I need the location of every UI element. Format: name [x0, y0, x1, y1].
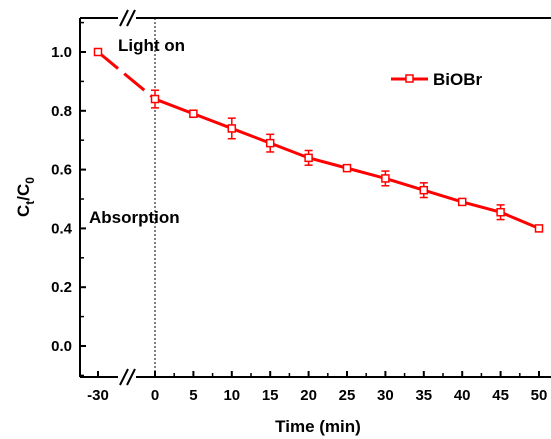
y-tick-label: 0.2 — [51, 279, 72, 296]
data-point — [189, 109, 198, 118]
x-tick-label: 25 — [339, 387, 356, 404]
axis-break-top — [118, 8, 136, 28]
x-tick-label: 15 — [262, 387, 279, 404]
x-tick-label: 5 — [189, 387, 197, 404]
legend-marker — [405, 74, 414, 83]
absorption-label: Absorption — [89, 208, 180, 227]
y-tick-label: 0.6 — [51, 162, 72, 179]
x-tick-label: 30 — [377, 387, 394, 404]
series-biobr — [93, 47, 544, 233]
data-point — [342, 163, 352, 173]
data-point — [534, 224, 544, 233]
x-axis-ticks: -30 0 5 10 15 20 25 30 35 40 45 50 — [87, 371, 547, 404]
data-point — [93, 47, 103, 57]
legend: BiOBr — [391, 70, 483, 89]
y-title-sub2: 0 — [23, 177, 37, 184]
data-point — [265, 138, 275, 148]
data-point — [227, 124, 237, 133]
data-point — [381, 174, 390, 183]
data-point — [496, 207, 505, 217]
light-on-label: Light on — [118, 36, 185, 55]
x-tick-label: 20 — [300, 387, 317, 404]
y-tick-label: 0.8 — [51, 103, 72, 120]
y-title-main: C — [14, 205, 33, 217]
y-axis-ticks: 0.0 0.2 0.4 0.6 0.8 1.0 — [51, 21, 86, 377]
plot-frame — [79, 8, 551, 387]
x-tick-label: 40 — [454, 387, 471, 404]
x-tick-label: 45 — [492, 387, 509, 404]
x-tick-label: 0 — [151, 387, 159, 404]
series-line — [154, 97, 540, 230]
y-title-sub1: t — [23, 201, 37, 205]
x-tick-label: 10 — [223, 387, 240, 404]
x-axis-title: Time (min) — [275, 417, 361, 436]
x-tick-label: 35 — [415, 387, 432, 404]
data-point — [457, 197, 467, 207]
svg-text:Ct/C0: Ct/C0 — [14, 177, 37, 217]
data-point — [304, 153, 313, 163]
legend-label: BiOBr — [433, 70, 483, 89]
y-tick-label: 1.0 — [51, 44, 72, 61]
axis-break-bottom — [118, 367, 136, 387]
series-break-segment — [97, 50, 156, 101]
data-point — [419, 185, 429, 195]
y-tick-label: 0.4 — [51, 220, 73, 237]
x-tick-label: 50 — [531, 387, 548, 404]
y-axis-title: Ct/C0 — [14, 177, 37, 217]
y-tick-label: 0.0 — [51, 338, 72, 355]
y-title-mid: /C — [14, 184, 33, 201]
data-point — [150, 94, 160, 104]
x-tick-label: -30 — [87, 387, 109, 404]
